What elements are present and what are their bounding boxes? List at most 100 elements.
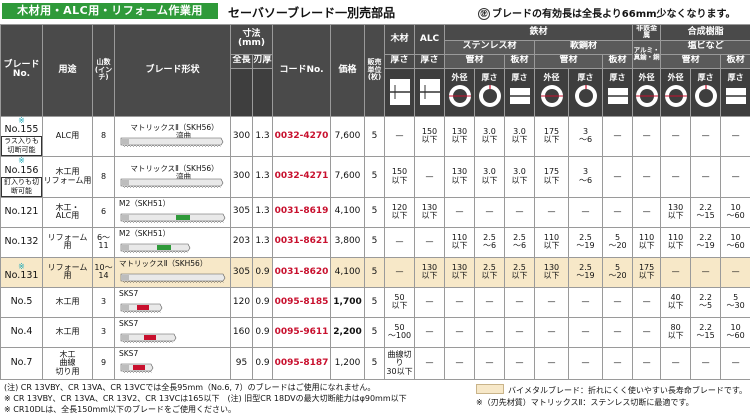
alu-cell: — [632, 156, 662, 198]
units-cell: 5 [364, 286, 386, 318]
legend: バイメタルブレード：折れにくく使いやすい長寿命ブレードです。 ※（刃先材質）マト… [476, 384, 747, 409]
blade-shape-cell: マトリックスⅡ（SKH56）湾曲 [114, 115, 231, 158]
teeth-cell: 6～ 11 [92, 226, 115, 258]
pvc-od-cell: 130 以下 [660, 196, 692, 228]
ss-od-cell: 130 以下 [444, 156, 476, 198]
ss-t-cell: — [474, 196, 506, 228]
blade-no-cell: No.121 [0, 196, 43, 228]
price-cell: 2,200 [330, 316, 366, 348]
blade-label: M2（SKH51） [119, 230, 170, 238]
thickness-cell: 1.3 [251, 196, 274, 228]
mild-t-cell: — [568, 196, 604, 228]
ss-plate-icon-cell: 厚さ [504, 67, 536, 117]
alc-cell: 130 以下 [414, 256, 446, 288]
code-cell: 0095-8187 [272, 346, 332, 381]
thickness-cell: 0.9 [251, 346, 274, 381]
alu-cell: 110 以下 [632, 226, 662, 258]
matrix-star: ※ [18, 262, 25, 272]
pvc-plate-icon-cell: 厚さ [720, 67, 750, 117]
blade-material: SKS7 [119, 319, 139, 329]
footnote-1: (注) CR 13VBY、CR 13VA、CR 13VCでは全長95mm（No.… [4, 383, 376, 392]
pipe-thickness-icon [478, 85, 501, 108]
blade-bend: 湾曲 [176, 131, 191, 141]
mild-plate-cell: — [602, 196, 634, 228]
ss-od-cell: 130 以下 [444, 115, 476, 158]
col-mild: 軟鋼材 [534, 39, 634, 55]
blade-label: SKS7 [119, 350, 138, 358]
footnote-3: ※ CR10DLは、全長150mm以下のブレードをご使用ください。 [4, 405, 237, 414]
blade-shape-cell: SKS7 [114, 316, 231, 348]
pvc-t-cell: — [690, 256, 722, 288]
col-ss-plate: 板材 [504, 53, 536, 69]
pvc-t-cell: 2.2 ～15 [690, 316, 722, 348]
ss-t-label: 厚さ [481, 72, 498, 82]
code-cell: 0031-8619 [272, 196, 332, 228]
pvc-plate-cell: 10 ～60 [720, 196, 750, 228]
ss-plate-cell: — [504, 316, 536, 348]
wood-cell: 120 以下 [384, 196, 416, 228]
teeth-cell: 10～ 14 [92, 256, 115, 288]
blade-icon [120, 138, 224, 148]
page-title: セーバソーブレード一別売部品 [228, 6, 396, 20]
col-dims: 寸法(mm) [229, 24, 274, 55]
ss-od-cell: — [444, 196, 476, 228]
blade-material: SKS7 [119, 289, 139, 299]
col-shape: ブレード形状 [114, 24, 231, 117]
length-cell: 95 [230, 346, 253, 381]
plate-thickness-icon [607, 88, 628, 105]
mild-od-cell: 130 以下 [534, 256, 570, 288]
ss-od-cell: — [444, 316, 476, 348]
ss-t-cell: — [474, 286, 506, 318]
mild-t-icon-cell: 厚さ [568, 67, 604, 117]
ss-t-cell: — [474, 346, 506, 381]
code-cell: 0095-9611 [272, 316, 332, 348]
pvc-plate-cell: — [720, 346, 750, 381]
pvc-od-label: 外径 [667, 72, 684, 82]
col-ss-pipe: 管材 [444, 53, 506, 69]
legend-matrix: ※（刃先材質）マトリックスⅡ：ステンレス切断に最適です。 [476, 398, 694, 407]
alc-cell: — [414, 346, 446, 381]
col-mild-pipe: 管材 [534, 53, 604, 69]
units-cell: 5 [364, 346, 386, 381]
length-cell: 203 [230, 226, 253, 258]
blade-shape-cell: マトリックスⅡ（SKH56） [114, 256, 231, 288]
ss-plate-label: 厚さ [511, 72, 528, 82]
ss-t-cell: 3.0 以下 [474, 156, 506, 198]
capability-pill: ラス入りも切断可能 [1, 136, 42, 156]
alu-icon-cell: 外径 [632, 67, 662, 117]
ss-od-label: 外径 [451, 72, 468, 82]
pvc-t-cell: 2.2 ～19 [690, 226, 722, 258]
use-cell: リフォーム 用 [42, 256, 93, 288]
blade-shape-cell: M2（SKH51） [114, 196, 231, 228]
note-mark-icon: ㊟ [478, 8, 490, 20]
ss-t-cell: 3.0 以下 [474, 115, 506, 158]
pvc-od-cell: — [660, 115, 692, 158]
blade-no-cell: ※ No.156 釘入りも切断可能 [0, 156, 43, 198]
pvc-t-cell: — [690, 346, 722, 381]
col-pvc-pipe: 管材 [660, 53, 722, 69]
wood-cell: 150 以下 [384, 156, 416, 198]
ss-plate-cell: 3.0 以下 [504, 115, 536, 158]
mild-od-cell: 175 以下 [534, 115, 570, 158]
blade-icon [120, 303, 163, 314]
wood-icon-cell [384, 67, 416, 117]
alu-label: 外径 [638, 72, 655, 82]
pipe-od-icon [635, 85, 658, 108]
col-nonferrous: 非鉄金属 [632, 24, 662, 41]
units-cell: 5 [364, 226, 386, 258]
dims-icon-cell [230, 67, 253, 117]
blade-no: No.156 [4, 164, 39, 176]
mild-od-label: 外径 [543, 72, 560, 82]
blade-no-cell: ※ No.155 ラス入りも切断可能 [0, 115, 43, 158]
table-row: No.4 木工用 3 SKS7 160 0.9 0095-9611 2,200 5 50 ～100… [0, 316, 750, 348]
col-alumi: アルミ・ 真鍮・銅 [632, 39, 662, 69]
pvc-plate-cell: 10 ～60 [720, 226, 750, 258]
length-cell: 300 [230, 156, 253, 198]
mild-plate-icon-cell: 厚さ [602, 67, 634, 117]
blade-bend: 湾曲 [176, 171, 191, 181]
legend-bimetal: バイメタルブレード：折れにくく使いやすい長寿命ブレードです。 [476, 384, 747, 397]
blade-shape-cell: M2（SKH51） [114, 226, 231, 258]
blade-no: No.155 [4, 124, 39, 136]
pvc-plate-cell: — [720, 156, 750, 198]
